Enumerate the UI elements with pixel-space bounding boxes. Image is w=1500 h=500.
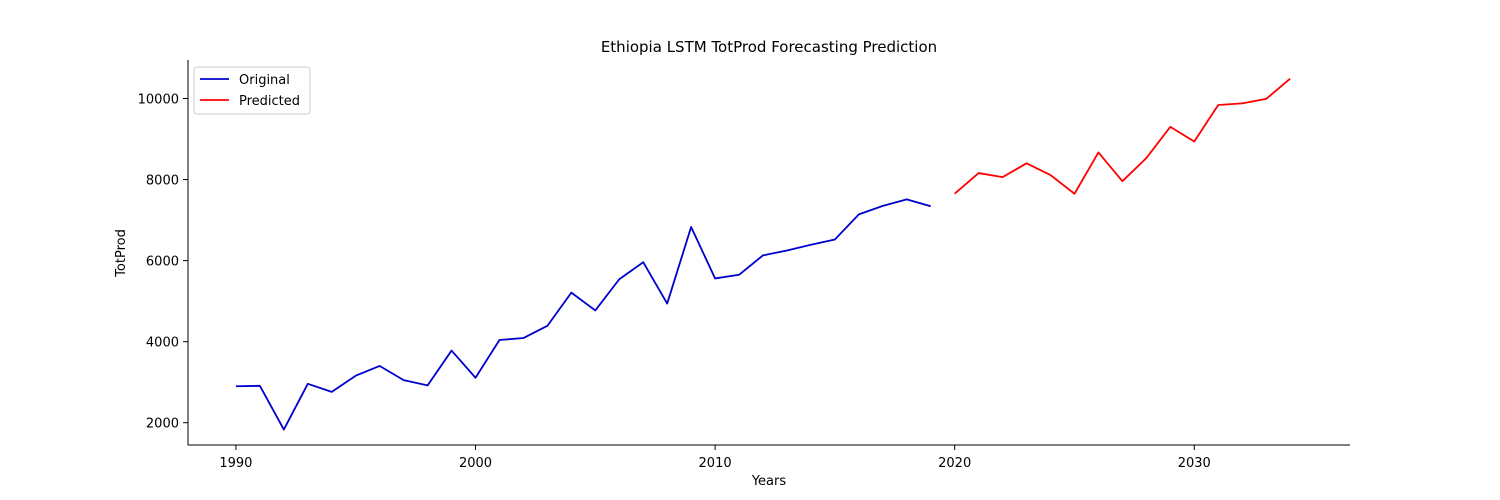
y-tick-label: 4000 <box>146 336 179 351</box>
chart-title: Ethiopia LSTM TotProd Forecasting Predic… <box>601 38 937 56</box>
x-tick-label: 1990 <box>219 456 252 471</box>
legend-label-original: Original <box>239 73 290 88</box>
y-ticks: 2000 4000 6000 8000 10000 <box>138 93 188 432</box>
x-axis-title: Years <box>751 474 787 489</box>
axes <box>187 60 1350 446</box>
legend-label-predicted: Predicted <box>239 94 300 109</box>
y-tick-label: 10000 <box>138 93 179 108</box>
series-layer <box>235 77 1291 431</box>
x-ticks: 1990 2000 2010 2020 2030 <box>219 445 1211 471</box>
y-tick-label: 6000 <box>146 255 179 270</box>
y-tick-label: 8000 <box>146 174 179 189</box>
y-tick-label: 2000 <box>146 417 179 432</box>
x-tick-label: 2010 <box>699 456 732 471</box>
x-tick-label: 2000 <box>459 456 492 471</box>
series-line-predicted <box>954 77 1291 195</box>
x-tick-label: 2030 <box>1178 456 1211 471</box>
y-axis-title: TotProd <box>114 229 129 278</box>
series-line-original <box>235 198 931 431</box>
x-tick-label: 2020 <box>938 456 971 471</box>
legend: Original Predicted <box>193 66 311 115</box>
